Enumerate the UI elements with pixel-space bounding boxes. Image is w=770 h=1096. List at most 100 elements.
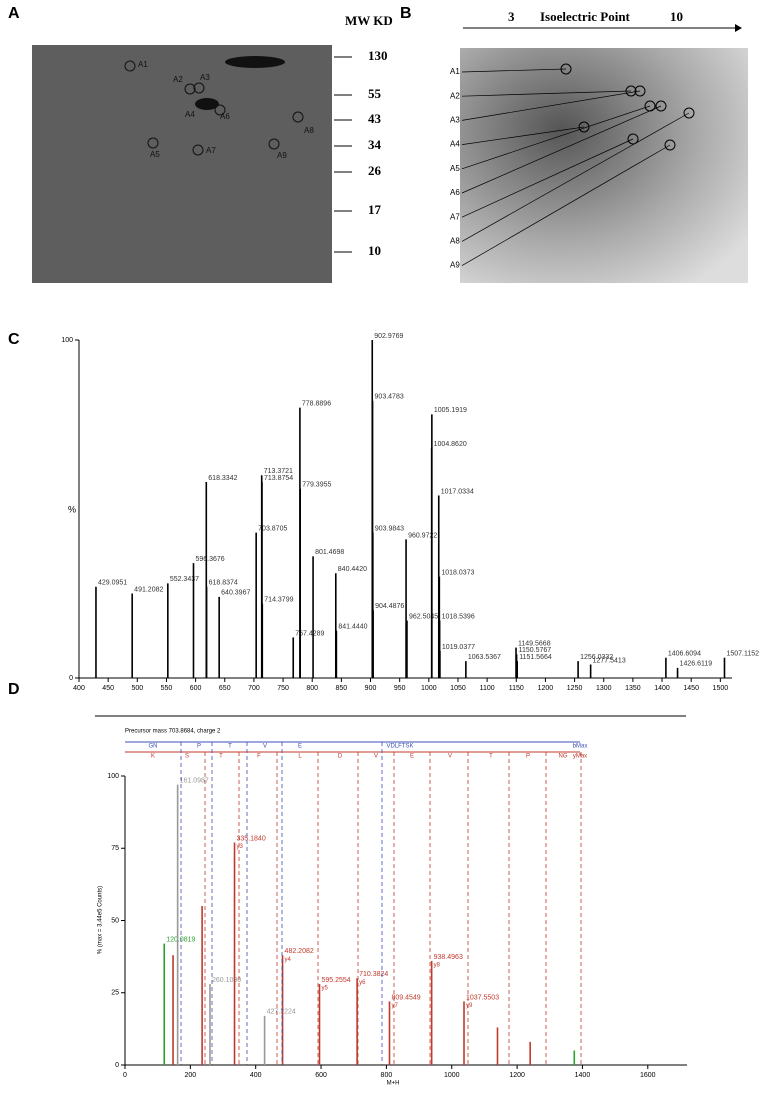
spot-circle bbox=[147, 137, 159, 149]
peak-label: 779.3955 bbox=[302, 482, 331, 489]
spot-label: A9 bbox=[277, 151, 287, 160]
peak-label: 260.1090 bbox=[212, 977, 241, 984]
x-tick-label: 1000 bbox=[444, 1072, 460, 1079]
y-tick-label: 0 bbox=[69, 675, 73, 682]
spot-circle bbox=[655, 100, 667, 112]
b-ion: V bbox=[263, 744, 267, 750]
leader-line bbox=[461, 112, 690, 242]
spot-label: A2 bbox=[450, 91, 460, 100]
x-tick-label: 1100 bbox=[480, 685, 495, 692]
y-ion: F bbox=[257, 754, 261, 760]
y-ion: L bbox=[298, 754, 302, 760]
peak-label: 552.3437 bbox=[170, 576, 199, 583]
spot-label: A2 bbox=[173, 75, 183, 84]
b-ion: T bbox=[228, 744, 232, 750]
spot-label: A3 bbox=[450, 116, 460, 125]
peak-label: 801.4698 bbox=[315, 549, 344, 556]
x-tick-label: 1150 bbox=[509, 685, 524, 692]
spot-circle bbox=[124, 60, 136, 72]
panel-label: A bbox=[8, 5, 20, 22]
x-tick-label: 500 bbox=[131, 685, 143, 692]
b-ion: VDLFTSK bbox=[386, 744, 413, 750]
x-tick-label: 1000 bbox=[421, 685, 437, 692]
peak-label: 429.0951 bbox=[98, 580, 127, 587]
axis-title: Isoelectric Point bbox=[540, 9, 631, 24]
panel-label: C bbox=[8, 331, 20, 348]
y-ion: NG bbox=[559, 754, 568, 760]
peak-label: 713.8754 bbox=[264, 475, 293, 482]
b-ion: bMax bbox=[573, 744, 588, 750]
peak-label: 1017.0334 bbox=[441, 488, 474, 495]
arrow-head bbox=[735, 24, 742, 32]
spot-circle bbox=[192, 144, 204, 156]
panel-label: B bbox=[400, 5, 412, 22]
x-tick-label: 0 bbox=[123, 1072, 127, 1079]
leader-line bbox=[461, 68, 567, 73]
leader-line bbox=[461, 144, 671, 266]
ion-label: y7 bbox=[391, 1003, 398, 1009]
y-axis-label: % bbox=[68, 504, 76, 514]
spot-circle bbox=[193, 82, 205, 94]
x-tick-label: 900 bbox=[365, 685, 377, 692]
x-tick-label: 600 bbox=[190, 685, 202, 692]
x-tick-label: 1450 bbox=[683, 685, 699, 692]
spot-circle bbox=[627, 133, 639, 145]
gel-image bbox=[32, 45, 332, 283]
y-axis-label: % (max = 3.44e5 Counts) bbox=[98, 886, 104, 954]
x-tick-label: 400 bbox=[250, 1072, 262, 1079]
spot-circle bbox=[214, 104, 226, 116]
spot-label: A4 bbox=[185, 110, 195, 119]
peak-label: 841.4440 bbox=[338, 624, 367, 631]
peak-label: 640.3967 bbox=[221, 590, 250, 597]
peak-label: 904.4876 bbox=[375, 603, 404, 610]
peak-label: 1151.5664 bbox=[519, 654, 552, 661]
peak-label: 778.8896 bbox=[302, 400, 331, 407]
peak-label: 1277.5413 bbox=[593, 657, 626, 664]
x-tick-label: 650 bbox=[219, 685, 231, 692]
peak-label: 427.2224 bbox=[267, 1009, 296, 1016]
spot-label: A8 bbox=[304, 126, 314, 135]
x-tick-label: 1350 bbox=[625, 685, 641, 692]
peak-label: 1507.1152 bbox=[726, 651, 759, 658]
peak-label: 1063.5367 bbox=[468, 654, 501, 661]
panel-label: D bbox=[8, 681, 20, 698]
peak-label: 710.3824 bbox=[359, 971, 388, 978]
mw-marker: 26 bbox=[368, 163, 382, 178]
y-ion: K bbox=[151, 754, 155, 760]
spot-circle bbox=[683, 107, 695, 119]
peak-label: 1018.5396 bbox=[442, 613, 475, 620]
spot-label: A7 bbox=[450, 212, 460, 221]
y-ion: P bbox=[526, 754, 530, 760]
x-tick-label: 800 bbox=[381, 1072, 393, 1079]
spot-circle bbox=[184, 83, 196, 95]
y-tick-label: 50 bbox=[111, 917, 119, 924]
ion-label: y8 bbox=[434, 963, 441, 969]
leader-line bbox=[461, 105, 651, 170]
peak-label: 618.3342 bbox=[208, 475, 237, 482]
mw-marker: 130 bbox=[368, 48, 388, 63]
peak-label: 962.5045 bbox=[409, 613, 438, 620]
x-tick-label: 1500 bbox=[713, 685, 729, 692]
spot-label: A6 bbox=[220, 112, 230, 121]
spot-circle bbox=[634, 85, 646, 97]
y-ion: E bbox=[410, 754, 414, 760]
ion-label: y3 bbox=[237, 844, 244, 850]
peak-label: 1037.5503 bbox=[466, 994, 499, 1001]
x-tick-label: 750 bbox=[277, 685, 289, 692]
b-ion: GN bbox=[149, 744, 158, 750]
y-ion: V bbox=[374, 754, 378, 760]
spot-label: A7 bbox=[206, 146, 216, 155]
y-ion: yMax bbox=[573, 754, 587, 760]
peak-label: 1256.0332 bbox=[580, 654, 613, 661]
spot-label: A1 bbox=[450, 67, 460, 76]
b-ion: P bbox=[197, 744, 201, 750]
peak-label: 1406.6094 bbox=[668, 651, 701, 658]
peak-label: 938.4963 bbox=[434, 954, 463, 961]
ion-label: y4 bbox=[285, 957, 292, 963]
x-tick-label: 1200 bbox=[538, 685, 554, 692]
peak-label: 1019.0377 bbox=[442, 644, 475, 651]
y-tick-label: 75 bbox=[111, 845, 119, 852]
peak-label: 335.1840 bbox=[237, 835, 266, 842]
peak-label: 1005.1919 bbox=[434, 407, 467, 414]
peak-label: 767.4289 bbox=[295, 630, 324, 637]
